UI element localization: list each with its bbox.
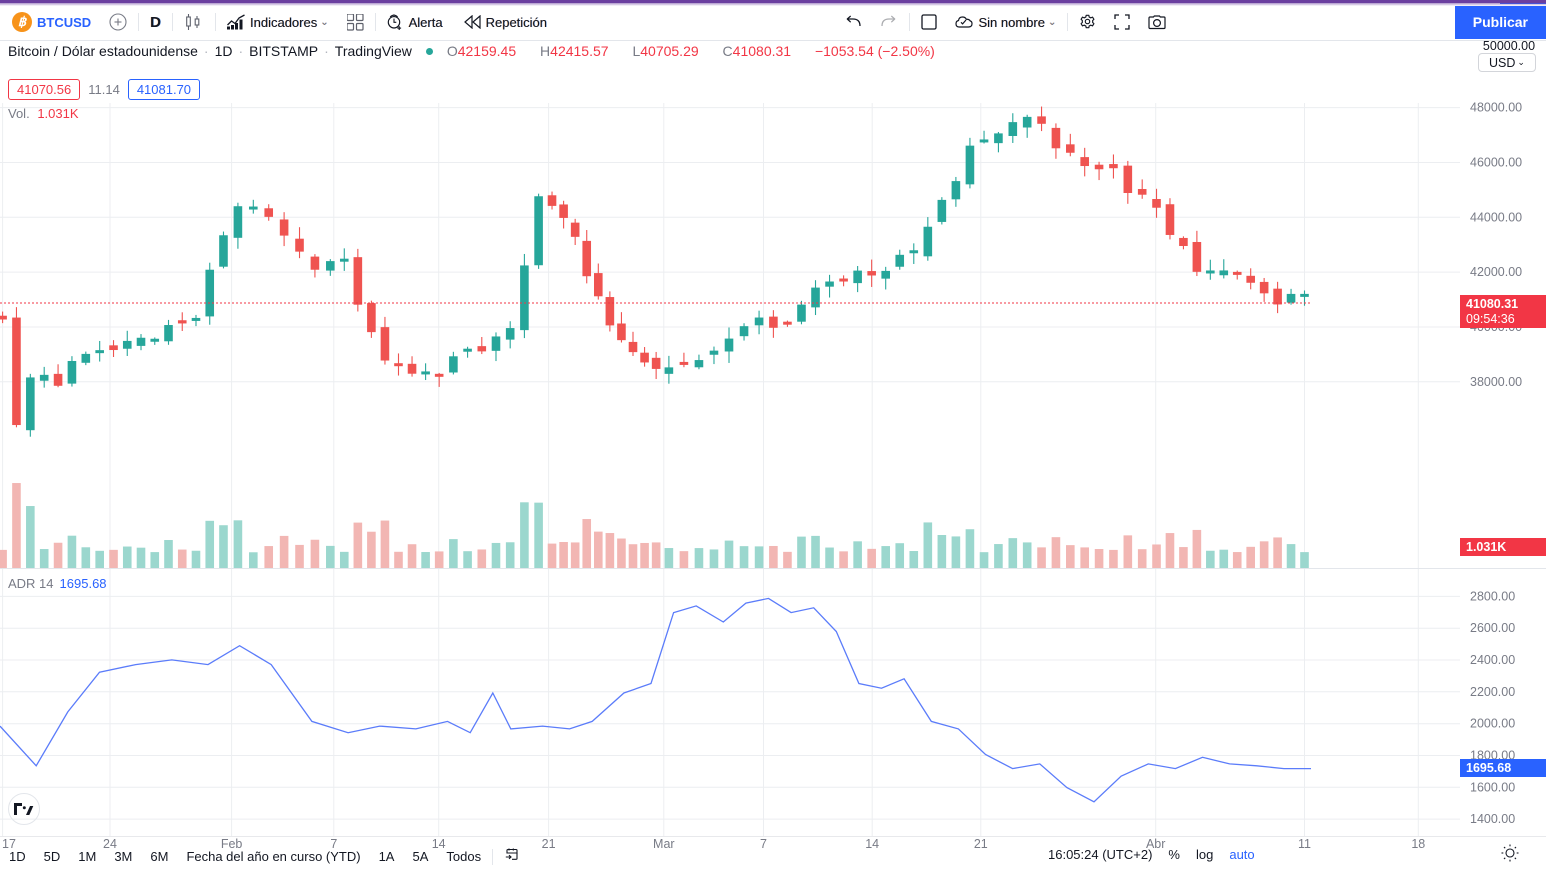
svg-text:2600.00: 2600.00 <box>1470 621 1515 635</box>
svg-text:2200.00: 2200.00 <box>1470 685 1515 699</box>
svg-text:1600.00: 1600.00 <box>1470 780 1515 794</box>
svg-text:42000.00: 42000.00 <box>1470 265 1522 279</box>
svg-text:38000.00: 38000.00 <box>1470 375 1522 389</box>
svg-text:2800.00: 2800.00 <box>1470 589 1515 603</box>
svg-text:44000.00: 44000.00 <box>1470 210 1522 224</box>
svg-text:1400.00: 1400.00 <box>1470 812 1515 826</box>
svg-text:2000.00: 2000.00 <box>1470 717 1515 731</box>
svg-text:48000.00: 48000.00 <box>1470 101 1522 115</box>
svg-text:2400.00: 2400.00 <box>1470 653 1515 667</box>
svg-text:46000.00: 46000.00 <box>1470 156 1522 170</box>
